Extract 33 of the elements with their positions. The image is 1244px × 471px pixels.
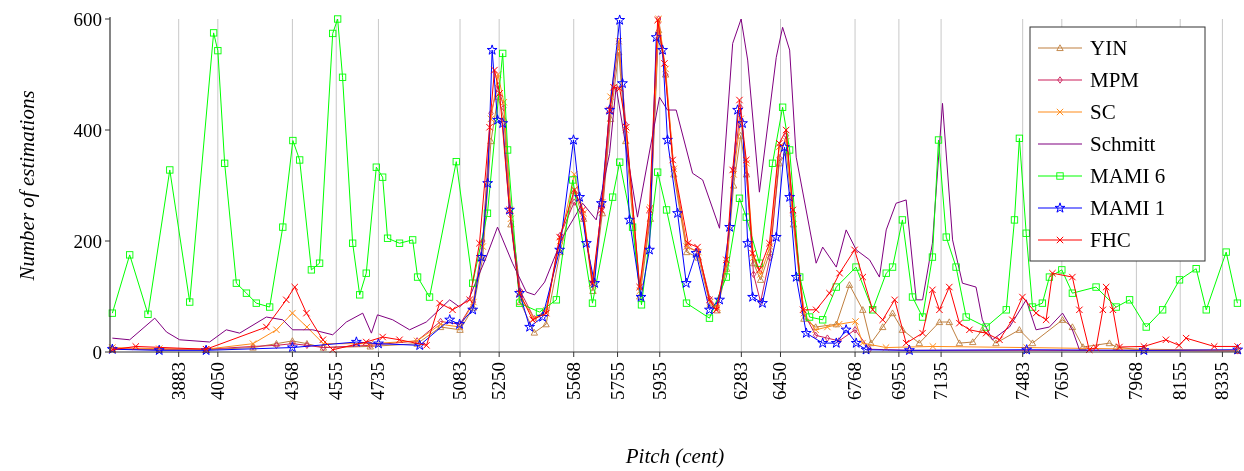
x-tick-label: 7135 bbox=[930, 362, 952, 400]
x-tick-label: 5083 bbox=[449, 362, 471, 400]
x-tick-label: 5250 bbox=[488, 362, 510, 400]
y-tick-label: 200 bbox=[73, 230, 102, 252]
x-tick-label: 4368 bbox=[281, 362, 303, 400]
x-tick-label: 6283 bbox=[730, 362, 752, 400]
y-tick-label: 600 bbox=[73, 8, 102, 30]
x-tick-label: 6955 bbox=[887, 362, 909, 400]
x-axis-title: Pitch (cent) bbox=[624, 444, 725, 468]
legend-label: YIN bbox=[1090, 36, 1128, 61]
x-tick-label: 6768 bbox=[844, 362, 866, 400]
x-tick-label: 3883 bbox=[167, 362, 189, 400]
legend-label: MPM bbox=[1090, 68, 1140, 93]
x-tick-label: 8335 bbox=[1211, 362, 1233, 400]
legend-label: Schmitt bbox=[1090, 132, 1156, 157]
y-axis-title: Number of estimations bbox=[15, 90, 39, 282]
x-tick-label: 4555 bbox=[325, 362, 347, 400]
legend-label: MAMI 6 bbox=[1090, 164, 1166, 189]
legend-label: SC bbox=[1090, 100, 1116, 125]
x-tick-label: 6450 bbox=[769, 362, 791, 400]
x-tick-label: 5755 bbox=[606, 362, 628, 400]
y-tick-label: 400 bbox=[73, 119, 102, 141]
legend-label: MAMI 1 bbox=[1090, 196, 1166, 221]
y-tick-label: 0 bbox=[92, 341, 102, 363]
x-tick-label: 4050 bbox=[206, 362, 228, 400]
x-tick-label: 8155 bbox=[1169, 362, 1191, 400]
x-tick-label: 7650 bbox=[1050, 362, 1072, 400]
x-tick-label: 5935 bbox=[648, 362, 670, 400]
x-tick-label: 5568 bbox=[562, 362, 584, 400]
x-tick-label: 4735 bbox=[367, 362, 389, 400]
legend-label: FHC bbox=[1090, 228, 1131, 253]
x-tick-label: 7968 bbox=[1125, 362, 1147, 400]
x-tick-label: 7483 bbox=[1011, 362, 1033, 400]
